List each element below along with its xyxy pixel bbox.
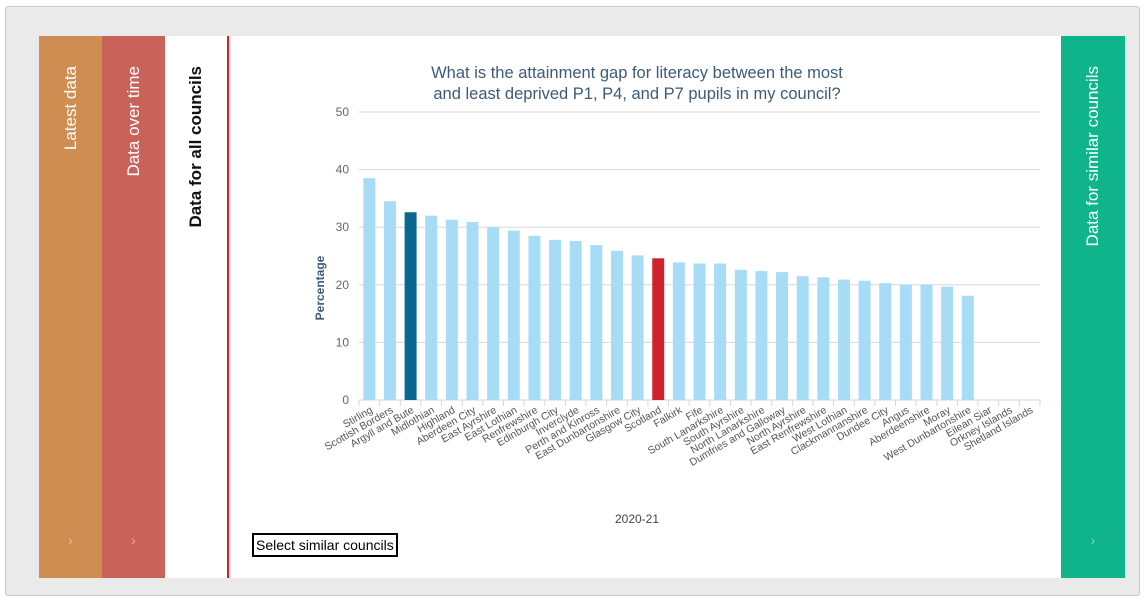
y-tick-label: 30 [336, 220, 350, 234]
bar-east-dunbartonshire [610, 250, 623, 400]
bar-north-lanarkshire [755, 270, 768, 400]
tab-data-for-all-councils: Data for all councils [165, 36, 229, 578]
bar-east-lothian [507, 230, 520, 400]
tab-latest-data[interactable]: Latest data › [39, 36, 102, 578]
bar-dundee-city [879, 283, 892, 400]
y-tick-label: 50 [336, 105, 350, 119]
bar-midlothian [425, 215, 438, 400]
y-axis-label: Percentage [313, 255, 327, 320]
chart-title-line: What is the attainment gap for literacy … [431, 64, 843, 82]
tab-data-over-time-label: Data over time [123, 66, 143, 177]
bar-moray [941, 286, 954, 400]
tab-data-over-time[interactable]: Data over time › [102, 36, 165, 578]
chevron-right-icon: › [131, 532, 136, 548]
y-tick-label: 10 [336, 335, 350, 349]
bar-argyll-and-bute [404, 212, 417, 400]
bar-aberdeenshire [920, 284, 933, 400]
chart-panel: What is the attainment gap for literacy … [231, 36, 1061, 578]
bar-stirling [363, 178, 376, 400]
bar-highland [445, 219, 458, 400]
tab-data-for-similar-councils-label: Data for similar councils [1083, 66, 1102, 247]
bar-south-ayrshire [734, 269, 747, 400]
bar-renfrewshire [528, 235, 541, 400]
bar-inverclyde [569, 241, 582, 400]
bar-perth-and-kinross [590, 245, 603, 400]
tab-data-for-similar-councils[interactable]: Data for similar councils › [1061, 36, 1125, 578]
bar-south-lanarkshire [714, 263, 727, 400]
bar-fife [693, 263, 706, 400]
bar-west-lothian [837, 279, 850, 400]
x-axis-label: 2020-21 [615, 512, 659, 526]
tab-latest-data-label: Latest data [60, 66, 80, 151]
chart-title-line: and least deprived P1, P4, and P7 pupils… [433, 85, 840, 103]
bar-aberdeen-city [466, 222, 479, 400]
bar-dumfries-and-galloway [776, 272, 789, 400]
y-tick-label: 0 [342, 393, 349, 407]
bar-falkirk [672, 262, 685, 400]
y-tick-label: 40 [336, 163, 350, 177]
bar-east-ayrshire [487, 227, 500, 400]
bar-glasgow-city [631, 255, 644, 400]
bar-chart: What is the attainment gap for literacy … [313, 64, 1041, 526]
bar-angus [899, 284, 912, 400]
chevron-right-icon: › [1090, 532, 1096, 548]
bar-edinburgh-city [549, 239, 562, 400]
select-similar-councils-button[interactable]: Select similar councils [252, 533, 398, 557]
y-tick-label: 20 [336, 278, 350, 292]
bar-scotland [652, 258, 665, 400]
bar-north-ayrshire [796, 276, 809, 400]
chevron-right-icon: › [68, 532, 73, 548]
bar-east-renfrewshire [817, 277, 830, 400]
bar-clackmannanshire [858, 280, 871, 400]
bar-scottish-borders [383, 201, 396, 400]
tab-data-for-all-councils-label: Data for all councils [186, 66, 205, 228]
bar-west-dunbartonshire [961, 295, 974, 400]
